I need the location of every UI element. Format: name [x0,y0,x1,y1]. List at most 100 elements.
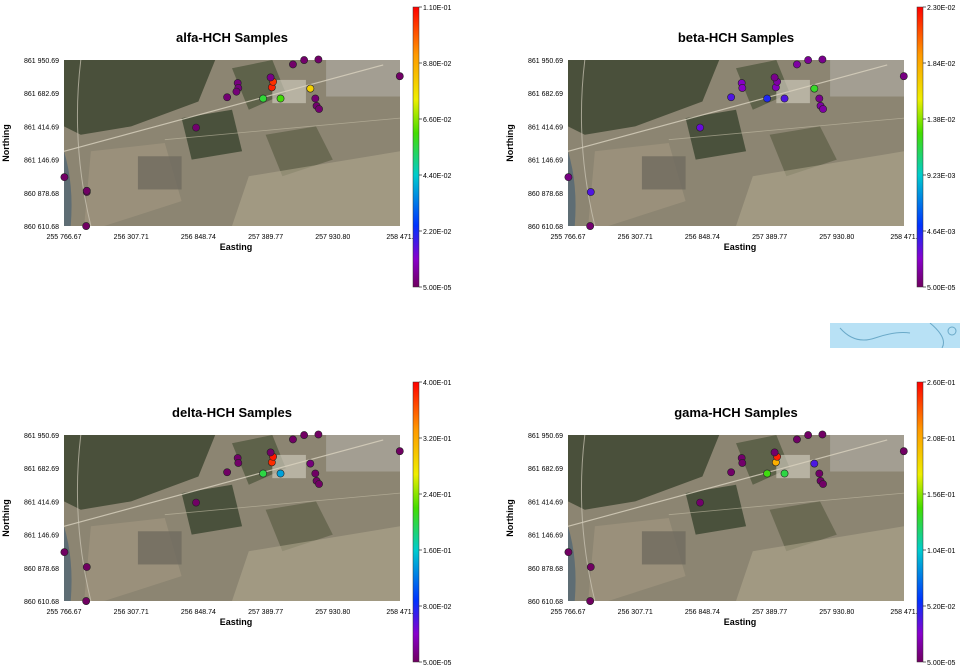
sample-point [315,105,323,113]
y-tick-label: 860 610.68 [24,224,59,231]
x-tick-label: 257 930.80 [819,234,854,241]
sample-point [192,123,200,132]
colorbar [412,6,420,288]
x-tick-label: 257 930.80 [819,609,854,616]
sample-point [192,498,200,507]
sample-point [793,60,801,69]
sample-point [818,430,827,439]
x-axis-label: Easting [220,242,253,252]
colorbar-tick-label: 6.60E-02 [423,117,452,124]
x-tick-label: 258 471. [386,609,413,616]
y-tick-label: 860 610.68 [528,224,563,231]
y-tick-label: 861 682.69 [528,466,563,473]
sample-point [314,55,323,64]
x-tick-label: 256 848.74 [685,609,720,616]
chart-panel: beta-HCH Samples 861 950.69 861 682.69 861 … [505,5,956,292]
colorbar-tick-label: 3.20E-01 [423,436,452,443]
sample-point [770,73,779,82]
sample-point [793,435,801,444]
sample-point [289,60,297,69]
sample-point [60,173,69,182]
y-tick-label: 861 682.69 [528,91,563,98]
y-tick-label: 861 146.69 [528,158,563,165]
sample-point [223,468,232,477]
colorbar-tick-label: 2.20E-02 [423,229,452,236]
x-tick-label: 258 471. [890,609,917,616]
colorbar-tick-label: 8.00E-02 [423,604,452,611]
chart-title: beta-HCH Samples [678,30,794,45]
colorbar-tick-label: 1.60E-01 [423,548,452,555]
x-tick-label: 256 307.71 [618,609,653,616]
sample-point [306,459,315,468]
x-tick-label: 255 766.67 [46,234,81,241]
sample-point [815,469,824,478]
y-tick-label: 861 682.69 [24,466,59,473]
x-tick-label: 256 307.71 [618,234,653,241]
sample-point [266,73,275,82]
sample-point [899,447,908,456]
colorbar-tick-label: 1.04E-01 [927,548,956,555]
y-tick-label: 861 146.69 [24,158,59,165]
chart-panel: delta-HCH Samples 861 950.69 861 682.69 861… [1,380,452,667]
colorbar-tick-label: 4.64E-03 [927,229,956,236]
y-tick-label: 861 950.69 [24,58,59,65]
y-tick-label: 861 146.69 [528,533,563,540]
sample-point [586,222,595,230]
sample-point [276,94,285,103]
sample-point [266,448,275,457]
sample-point [780,469,789,478]
colorbar-tick-label: 5.00E-05 [423,285,452,292]
sample-point [259,469,268,478]
y-axis-label: Northing [1,499,11,537]
y-tick-label: 861 414.69 [528,499,563,506]
colorbar [916,381,924,663]
x-axis-label: Easting [220,617,253,627]
y-tick-label: 861 414.69 [24,124,59,131]
sample-point [232,87,241,96]
sample-point [899,72,908,81]
sample-point [564,548,573,557]
x-axis-label: Easting [724,242,757,252]
sample-point [819,480,827,488]
colorbar-tick-label: 9.23E-03 [927,173,956,180]
x-tick-label: 255 766.67 [550,234,585,241]
y-tick-label: 860 610.68 [24,599,59,606]
colorbar-tick-label: 5.20E-02 [927,604,956,611]
y-tick-label: 860 878.68 [24,191,59,198]
y-axis-label: Northing [505,124,515,162]
y-tick-label: 860 610.68 [528,599,563,606]
colorbar [916,6,924,288]
x-tick-label: 255 766.67 [550,609,585,616]
colorbar-tick-label: 1.10E-01 [423,5,452,12]
chart-panel: gama-HCH Samples 861 950.69 861 682.69 861 … [505,380,956,667]
sample-point [259,94,268,103]
sample-point [223,93,232,102]
sample-point [82,186,91,195]
sample-point [586,563,595,571]
colorbar-tick-label: 8.80E-02 [423,61,452,68]
y-tick-label: 861 146.69 [24,533,59,540]
sample-point [770,448,779,457]
colorbar-tick-label: 1.56E-01 [927,492,956,499]
x-axis-label: Easting [724,617,757,627]
colorbar-tick-label: 2.60E-01 [927,380,956,387]
y-tick-label: 861 950.69 [528,433,563,440]
sample-point [586,188,595,196]
colorbar-tick-label: 5.00E-05 [927,285,956,292]
colorbar-tick-label: 4.00E-01 [423,380,452,387]
colorbar-tick-label: 5.00E-05 [423,660,452,667]
colorbar-tick-label: 2.30E-02 [927,5,956,12]
sample-point [276,469,285,478]
sample-point [82,563,91,571]
chart-title: alfa-HCH Samples [176,30,288,45]
sample-point [819,105,827,113]
map-fragment [830,323,960,348]
x-tick-label: 257 389.77 [752,234,787,241]
x-tick-label: 257 389.77 [752,609,787,616]
sample-point [696,498,704,507]
y-tick-label: 861 414.69 [24,499,59,506]
x-tick-label: 258 471. [386,234,413,241]
x-tick-label: 257 930.80 [315,609,350,616]
y-tick-label: 860 878.68 [24,566,59,573]
colorbar [412,381,420,663]
